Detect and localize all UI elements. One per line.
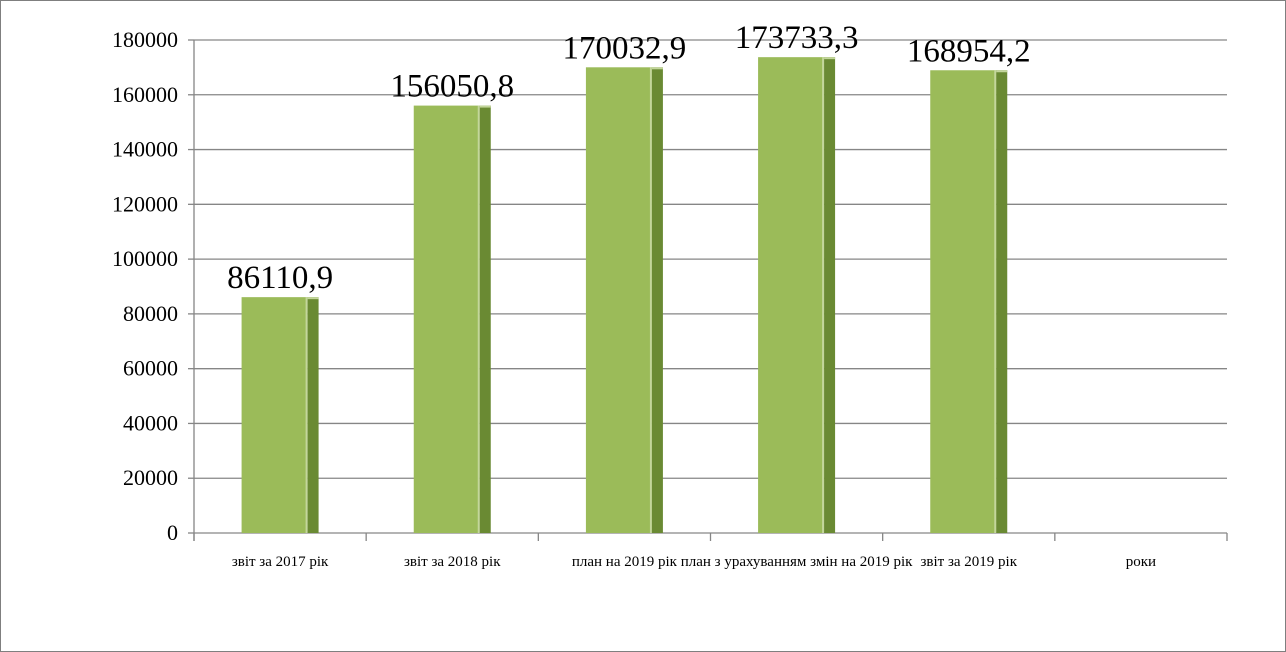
bar-front (241, 297, 308, 533)
bar (413, 105, 491, 533)
x-tick-label: звіт за 2017 рік (232, 554, 329, 570)
y-tick-label: 60000 (123, 356, 178, 381)
y-tick-label: 120000 (112, 191, 178, 216)
data-labels: 86110,9 156050,8 170032,9 173733,3 168954,2 (227, 20, 1031, 296)
data-label: 168954,2 (907, 33, 1031, 69)
bar-highlight (822, 57, 825, 534)
y-tick-label: 40000 (123, 410, 178, 435)
bar-front (930, 70, 997, 533)
bar (930, 70, 1008, 533)
data-label: 86110,9 (227, 260, 333, 296)
bar-top-edge (996, 70, 1008, 73)
x-tick-label: роки (1126, 554, 1156, 570)
x-tick-label: план на 2019 рік (572, 554, 678, 570)
y-tick-label: 180000 (112, 27, 178, 52)
bar-front (585, 67, 652, 534)
bar (241, 297, 319, 533)
bar-front (413, 105, 480, 533)
x-tick-label: звіт за 2019 рік (920, 554, 1017, 570)
x-tick-label: звіт за 2018 рік (404, 554, 501, 570)
bar-top-edge (824, 57, 836, 60)
y-axis: 0 20000 40000 60000 80000 100000 120000 140000 1… (112, 27, 195, 545)
bar (758, 57, 836, 534)
gridlines (194, 39, 1227, 479)
bar-highlight (477, 105, 480, 533)
data-label: 170032,9 (563, 30, 687, 66)
bar-highlight (649, 67, 652, 534)
x-axis: звіт за 2017 рік звіт за 2018 рік план на … (193, 532, 1228, 570)
bar (585, 67, 663, 534)
bar-side (479, 105, 491, 533)
bar-side (824, 57, 836, 534)
data-label: 173733,3 (735, 20, 859, 56)
x-tick-label: план з урахуванням змін на 2019 рік (681, 554, 913, 570)
bar-side (651, 67, 663, 534)
y-tick-label: 100000 (112, 246, 178, 271)
bar-highlight (305, 297, 308, 533)
y-tick-label: 20000 (123, 465, 178, 490)
bar-front (758, 57, 825, 534)
bar-series (241, 57, 1008, 534)
bar-side (996, 70, 1008, 533)
y-tick-label: 80000 (123, 301, 178, 326)
bar-top-edge (307, 297, 319, 300)
bar-top-edge (651, 67, 663, 70)
y-tick-label: 0 (167, 520, 178, 545)
bar-top-edge (479, 105, 491, 108)
y-tick-label: 140000 (112, 137, 178, 162)
y-tick-label: 160000 (112, 82, 178, 107)
data-label: 156050,8 (390, 69, 514, 105)
bar-side (307, 297, 319, 533)
bar-highlight (994, 70, 997, 533)
